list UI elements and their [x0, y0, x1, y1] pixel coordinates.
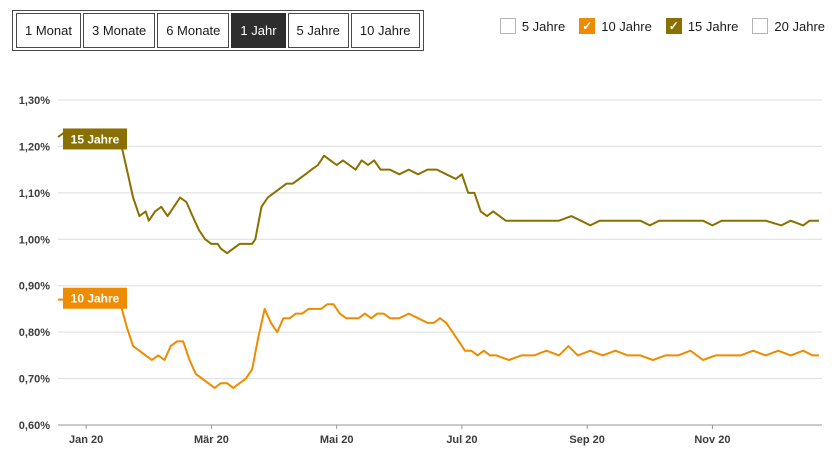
y-axis-label: 0,70% — [19, 374, 50, 386]
legend-label-5-jahre: 5 Jahre — [521, 18, 566, 34]
y-axis-label: 0,60% — [19, 420, 50, 432]
legend-label-20-jahre: 20 Jahre — [774, 18, 825, 34]
series-badge-label: 15 Jahre — [71, 132, 120, 146]
legend-item-20-jahre[interactable]: 20 Jahre — [752, 18, 825, 34]
y-axis-label: 0,90% — [19, 281, 50, 293]
checkbox-15-jahre-icon[interactable] — [665, 18, 682, 34]
x-axis-label: Sep 20 — [569, 434, 604, 446]
legend-label-15-jahre: 15 Jahre — [687, 18, 739, 34]
checkbox-5-jahre-icon[interactable] — [499, 18, 516, 34]
x-axis-label: Nov 20 — [694, 434, 730, 446]
period-button-1-jahr[interactable]: 1 Jahr — [231, 13, 286, 48]
y-axis-label: 1,00% — [19, 234, 50, 246]
y-axis-label: 1,10% — [19, 188, 50, 200]
legend-item-10-jahre[interactable]: 10 Jahre — [579, 18, 652, 34]
period-button-6-monate[interactable]: 6 Monate — [157, 13, 230, 48]
legend-label-10-jahre: 10 Jahre — [601, 18, 652, 34]
period-button-5-jahre[interactable]: 5 Jahre — [287, 13, 349, 48]
y-axis-label: 1,20% — [19, 141, 50, 153]
series-badge-10-jahre: 10 Jahre — [63, 287, 128, 309]
legend-item-15-jahre[interactable]: 15 Jahre — [665, 18, 739, 34]
x-axis-label: Jan 20 — [69, 434, 103, 446]
legend-item-5-jahre[interactable]: 5 Jahre — [499, 18, 566, 34]
y-axis-label: 0,80% — [19, 327, 50, 339]
x-axis-label: Mai 20 — [320, 434, 354, 446]
period-button-10-jahre[interactable]: 10 Jahre — [350, 13, 420, 48]
period-button-1-monat[interactable]: 1 Monat — [16, 13, 81, 48]
series-badge-15-jahre: 15 Jahre — [63, 128, 128, 150]
toolbar: 1 Monat 3 Monate 6 Monate 1 Jahr 5 Jahre… — [12, 10, 825, 51]
series-line-15-jahre — [57, 131, 819, 255]
series-badge-label: 10 Jahre — [71, 292, 120, 306]
checkbox-20-jahre-icon[interactable] — [752, 18, 769, 34]
period-button-3-monate[interactable]: 3 Monate — [82, 13, 156, 48]
checkbox-10-jahre-icon[interactable] — [579, 18, 596, 34]
period-button-group: 1 Monat 3 Monate 6 Monate 1 Jahr 5 Jahre… — [12, 10, 424, 51]
series-line-10-jahre — [58, 294, 819, 389]
x-axis-label: Mär 20 — [194, 434, 229, 446]
x-axis-label: Jul 20 — [446, 434, 477, 446]
legend-checkbox-group: 5 Jahre 10 Jahre 15 Jahre 20 Jahre — [499, 18, 825, 34]
y-axis-label: 1,30% — [19, 95, 50, 107]
